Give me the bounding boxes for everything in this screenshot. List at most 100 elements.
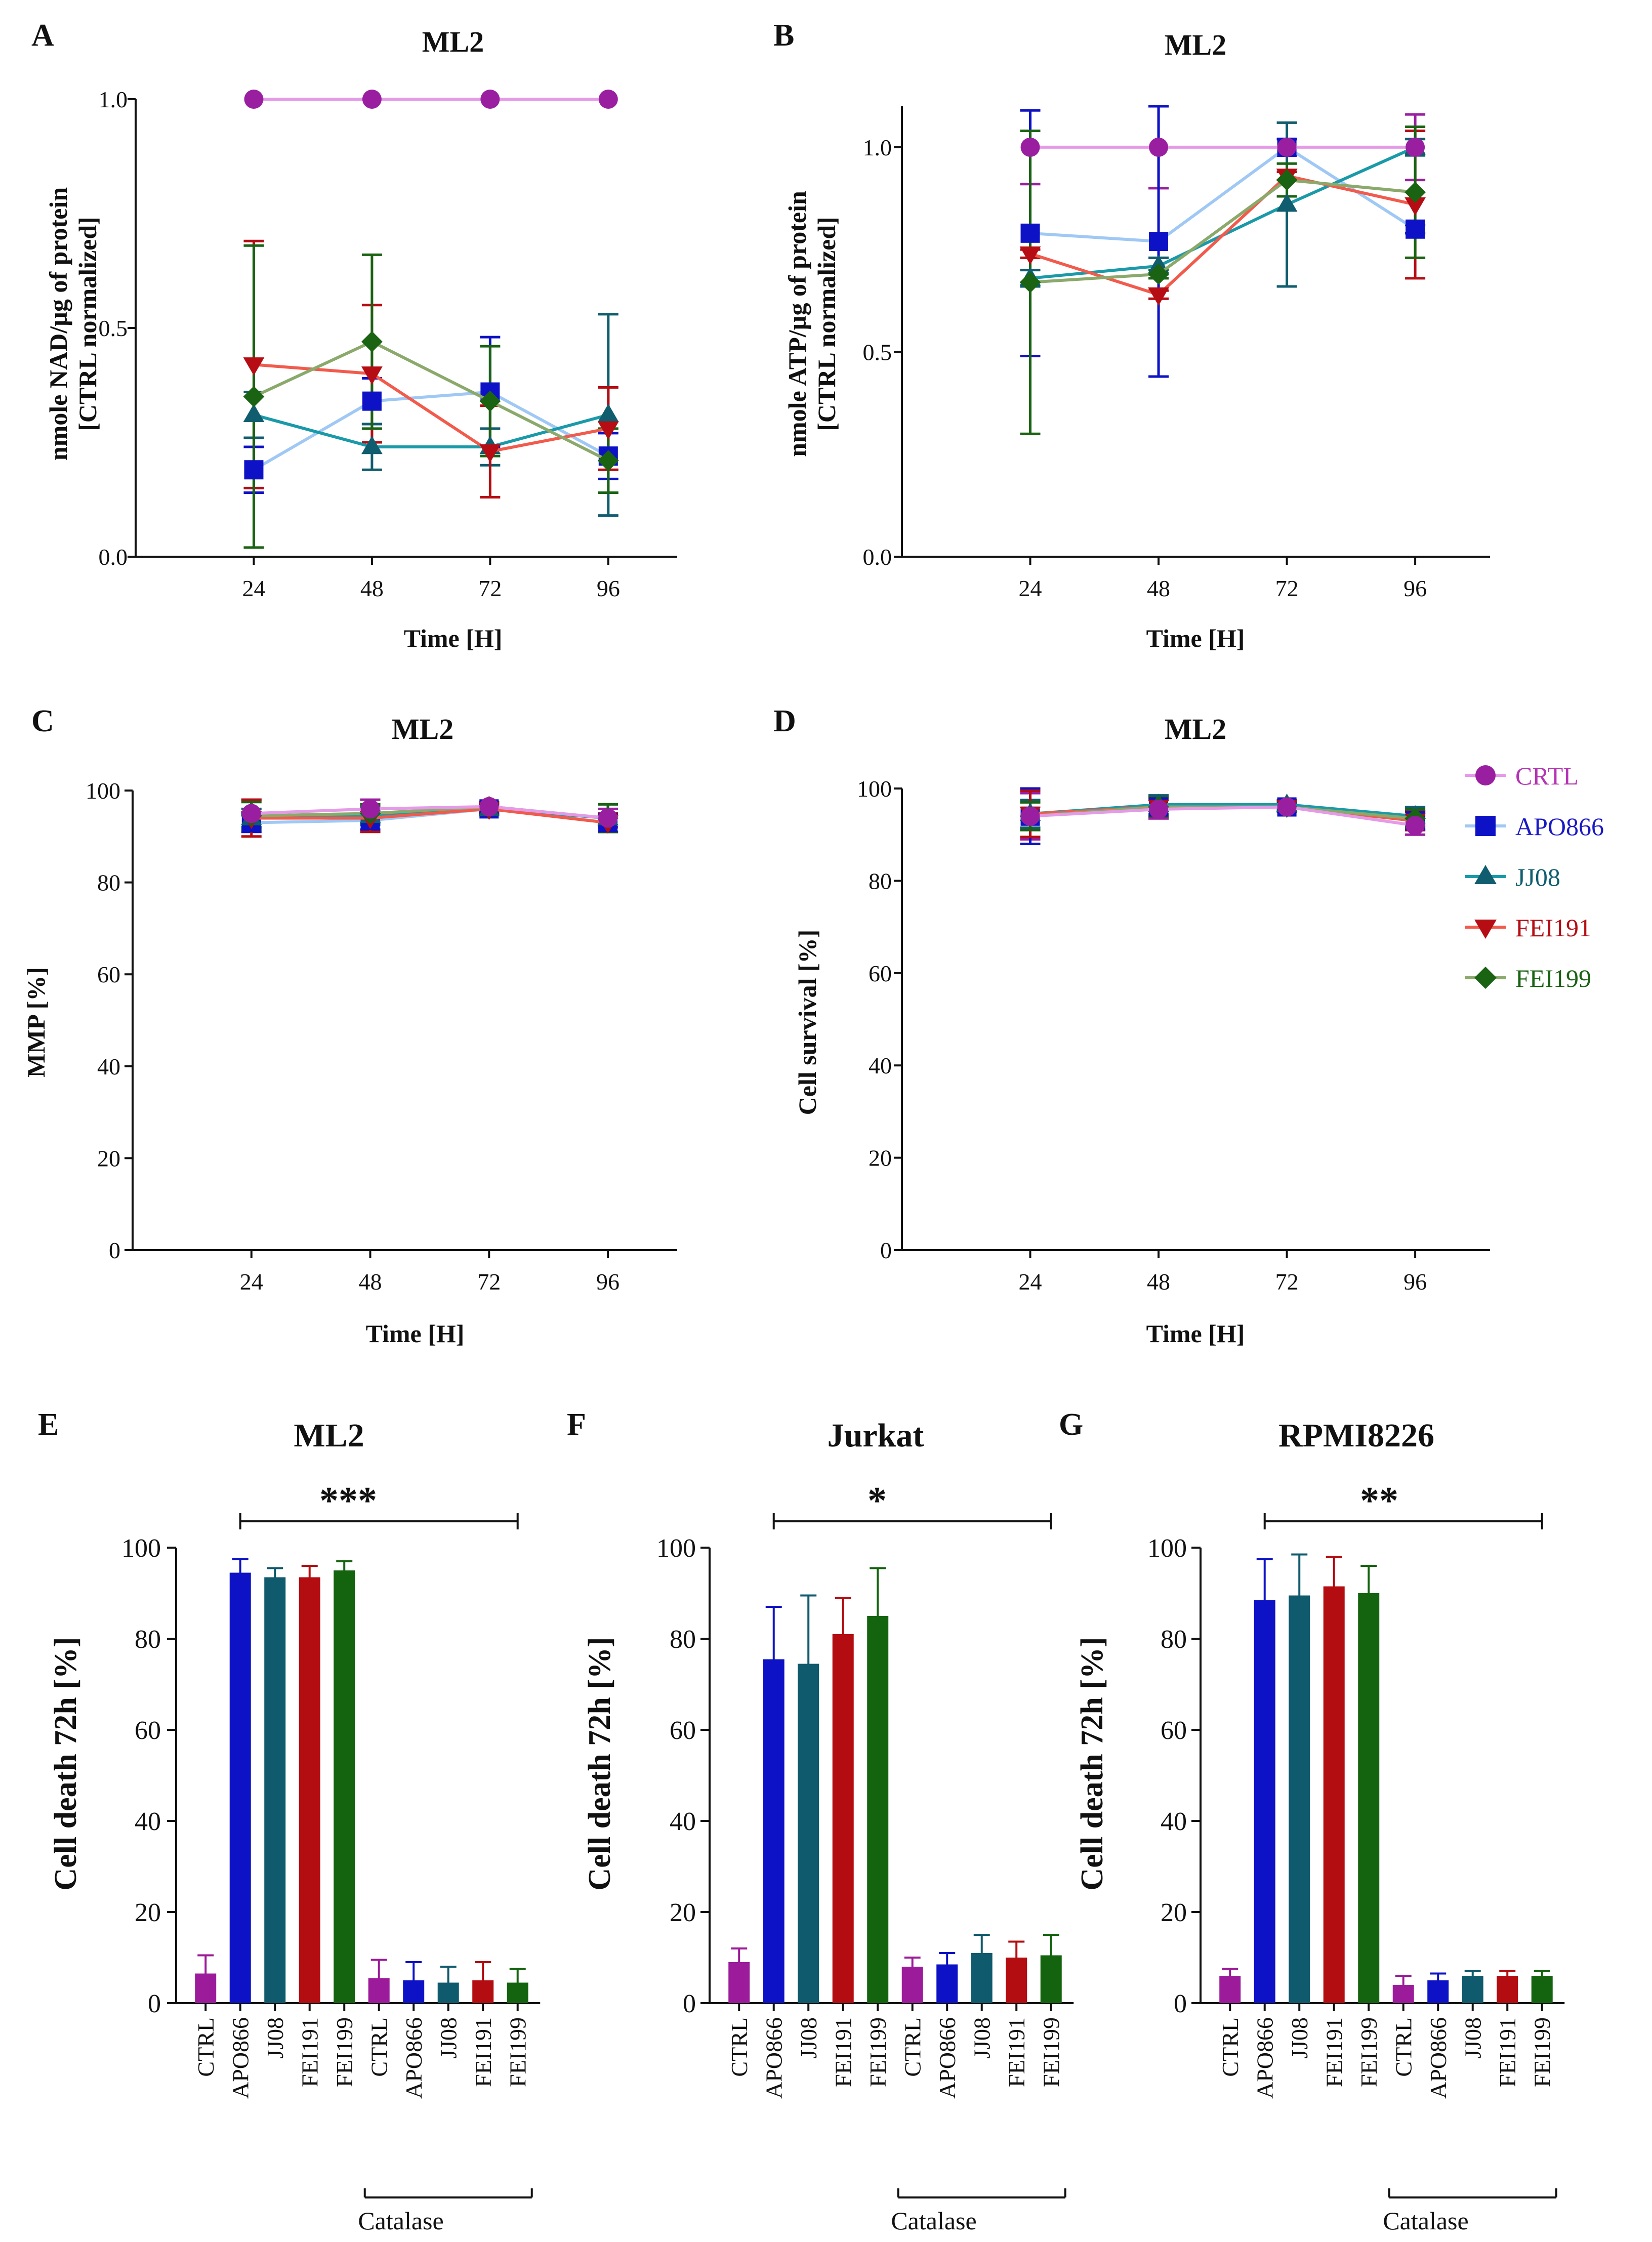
x-tick-label-d-0: 24 — [1019, 1269, 1042, 1295]
error-bar-f-8 — [1008, 1940, 1025, 1958]
legend: CRTL APO866 JJ08 FEI191 FEI199 — [1465, 762, 1604, 992]
plot-b: 0.0 0.5 1.0 24 48 72 96 — [863, 105, 1490, 601]
point-a-fei199-3 — [597, 450, 619, 472]
point-a-fei191-3 — [597, 421, 619, 440]
y-tick-label-g-1: 20 — [1161, 1898, 1187, 1927]
panel-letter-e: E — [38, 1407, 59, 1442]
legend-swatch-apo866 — [1465, 816, 1506, 836]
x-axis-title-a: Time [H] — [404, 624, 503, 652]
error-bar-g-5 — [1395, 1975, 1412, 1985]
y-axis-title-d: Cell survival [%] — [793, 930, 821, 1115]
error-bar-f-7 — [973, 1934, 990, 1953]
x-tick-label-b-0: 24 — [1019, 575, 1042, 601]
y-tick-label-a-1: 0.5 — [99, 315, 128, 341]
category-label-f-4: FEI199 — [865, 2017, 891, 2087]
legend-item-crtl: CRTL — [1465, 762, 1579, 790]
bar-g-3 — [1323, 1586, 1345, 2003]
category-label-f-6: APO866 — [934, 2017, 960, 2099]
significance-bracket-g — [1263, 1513, 1543, 1529]
error-bar-f-6 — [939, 1952, 956, 1965]
error-bar-f-0 — [731, 1947, 748, 1962]
legend-marker-fei199 — [1474, 967, 1497, 989]
y-tick-label-c-2: 40 — [97, 1054, 120, 1080]
y-tick-label-g-5: 100 — [1147, 1534, 1187, 1563]
point-b-fei199-2 — [1276, 169, 1298, 191]
point-a-apo866-1 — [362, 391, 382, 411]
error-bar-g-8 — [1499, 1970, 1516, 1976]
y-tick-label-a-0: 0.0 — [99, 544, 128, 570]
x-tick-label-a-3: 96 — [597, 575, 620, 601]
significance-bracket-f — [772, 1513, 1052, 1529]
error-bar-f-9 — [1043, 1934, 1059, 1956]
point-a-fei191-1 — [361, 366, 383, 385]
bar-g-7 — [1462, 1976, 1483, 2003]
panel-letter-b: B — [773, 18, 794, 53]
category-label-e-7: JJ08 — [436, 2017, 462, 2059]
error-bar-e-2 — [267, 1567, 283, 1577]
legend-label-jj08: JJ08 — [1515, 863, 1560, 891]
point-d-crtl-1 — [1149, 800, 1169, 819]
bar-e-3 — [299, 1577, 320, 2003]
point-a-fei199-1 — [361, 331, 383, 353]
bar-e-5 — [368, 1978, 390, 2003]
category-label-e-8: FEI191 — [470, 2017, 496, 2087]
catalase-label-f: Catalase — [891, 2207, 976, 2235]
category-label-e-0: CTRL — [193, 2017, 219, 2077]
series-line-c-fei191 — [251, 807, 608, 824]
error-bar-e-5 — [370, 1959, 387, 1978]
legend-marker-jj08 — [1474, 865, 1497, 884]
x-tick-label-b-3: 96 — [1403, 575, 1427, 601]
y-axis-title-a-line1: nmole NAD/µg of protein — [44, 187, 72, 461]
point-a-crtl-3 — [598, 90, 618, 109]
category-label-g-1: APO866 — [1252, 2017, 1278, 2099]
category-label-e-5: CTRL — [366, 2017, 392, 2077]
bar-e-4 — [334, 1570, 355, 2003]
bar-g-8 — [1497, 1976, 1518, 2003]
point-b-fei199-1 — [1148, 263, 1169, 285]
y-axis-title-a: nmole NAD/µg of protein[CTRL normalized] — [44, 187, 102, 461]
y-tick-label-d-4: 80 — [869, 868, 892, 894]
y-tick-label-d-1: 20 — [869, 1145, 892, 1171]
category-label-g-3: FEI191 — [1321, 2017, 1347, 2087]
point-b-jj08-2 — [1276, 193, 1298, 212]
category-label-e-1: APO866 — [228, 2017, 254, 2099]
chart-title-f: Jurkat — [828, 1417, 924, 1454]
error-bar-e-0 — [197, 1954, 214, 1974]
chart-title-d: ML2 — [1165, 713, 1226, 745]
x-tick-label-d-1: 48 — [1147, 1269, 1170, 1295]
category-label-e-4: FEI199 — [332, 2017, 357, 2087]
y-tick-label-c-0: 0 — [109, 1237, 120, 1263]
category-label-e-9: FEI199 — [505, 2017, 531, 2087]
point-d-crtl-3 — [1406, 815, 1425, 835]
y-tick-label-g-3: 60 — [1161, 1716, 1187, 1745]
y-tick-label-g-0: 0 — [1174, 1989, 1187, 2018]
error-bar-g-9 — [1534, 1970, 1550, 1976]
y-axis-title-c: MMP [%] — [22, 967, 50, 1077]
point-b-apo866-0 — [1020, 223, 1040, 243]
y-tick-label-f-3: 60 — [670, 1716, 696, 1745]
error-bar-e-9 — [509, 1968, 526, 1983]
chart-title-c: ML2 — [392, 713, 453, 745]
point-a-jj08-0 — [243, 403, 265, 423]
category-label-f-2: JJ08 — [796, 2017, 821, 2059]
catalase-label-e: Catalase — [358, 2207, 443, 2235]
error-bar-e-4 — [336, 1560, 353, 1570]
point-c-crtl-1 — [360, 799, 380, 819]
error-bar-g-7 — [1464, 1970, 1481, 1976]
panel-letter-c: C — [31, 704, 54, 738]
significance-g: ** — [1360, 1479, 1398, 1522]
category-label-g-0: CTRL — [1217, 2017, 1243, 2077]
y-tick-label-c-1: 20 — [97, 1145, 120, 1171]
point-b-crtl-1 — [1149, 137, 1169, 157]
y-tick-label-e-5: 100 — [121, 1534, 161, 1563]
category-label-f-0: CTRL — [726, 2017, 752, 2077]
panel-letter-a: A — [31, 18, 54, 53]
bar-f-0 — [728, 1962, 750, 2003]
x-tick-label-b-2: 72 — [1275, 575, 1299, 601]
significance-e: *** — [319, 1479, 377, 1522]
y-tick-label-d-5: 100 — [857, 776, 892, 802]
catalase-label-g: Catalase — [1383, 2207, 1468, 2235]
group-bracket-e — [363, 2188, 533, 2198]
error-bar-e-1 — [232, 1558, 249, 1573]
legend-swatch-crtl — [1465, 765, 1506, 785]
